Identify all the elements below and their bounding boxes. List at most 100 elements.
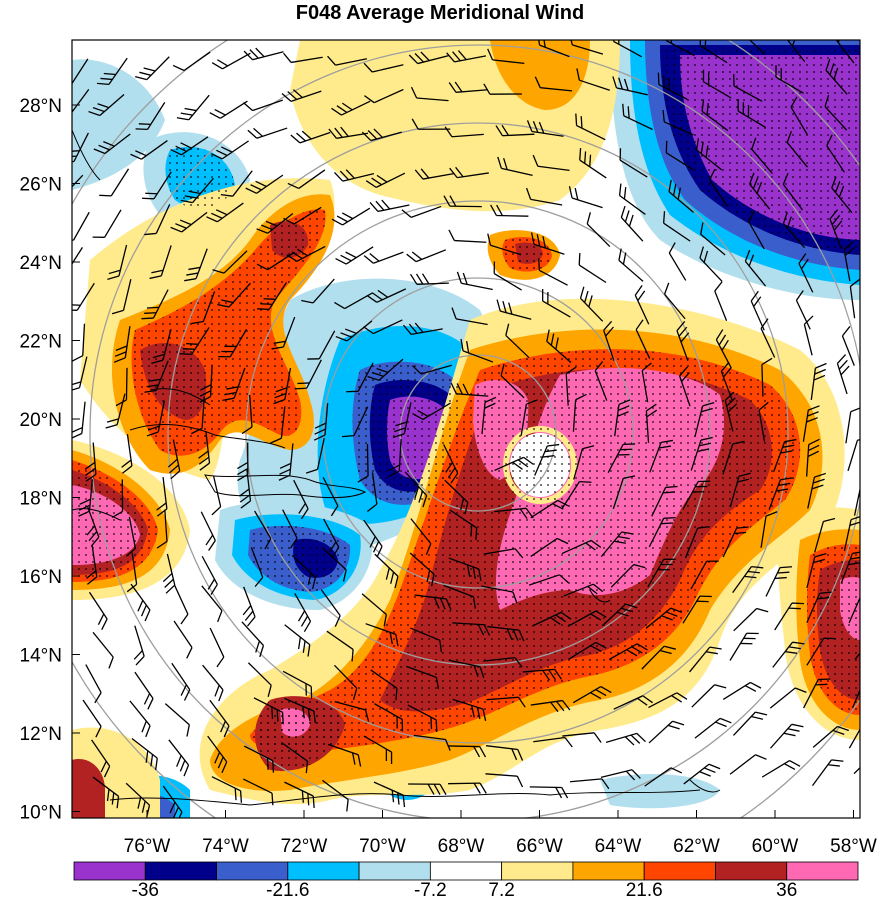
wind-barb — [327, 743, 362, 767]
wind-barb — [411, 364, 452, 375]
latitude-axis: 28°N 26°N 24°N 22°N 20°N 18°N 16°N 14°N 12°N 10°N — [20, 96, 80, 824]
map-title: F048 Average Meridional Wind — [295, 2, 585, 24]
wind-barb — [729, 632, 759, 661]
wind-barb — [774, 602, 805, 631]
wind-barb — [641, 645, 676, 670]
wind-barb — [645, 607, 683, 629]
wind-barb — [247, 662, 272, 697]
wind-barb — [141, 289, 169, 320]
wind-barb — [408, 51, 449, 65]
wind-barb — [72, 323, 86, 362]
lat-tick-label: 12°N — [20, 724, 62, 745]
wind-barb — [82, 699, 102, 738]
wind-barb — [798, 253, 814, 293]
wind-barb — [107, 244, 128, 281]
wind-barb — [702, 69, 732, 99]
wind-barb — [105, 393, 126, 429]
wind-barb — [854, 652, 860, 660]
lat-tick-label: 16°N — [20, 567, 62, 588]
wind-barb — [346, 362, 374, 393]
wind-barb — [86, 506, 100, 547]
wind-barb — [284, 624, 311, 657]
wind-barb — [220, 170, 253, 197]
wind-barb — [634, 285, 650, 325]
wind-barb — [534, 76, 573, 92]
wind-barb — [496, 299, 532, 320]
colorbar-swatch — [358, 861, 431, 881]
wind-barb — [173, 584, 189, 625]
wind-barb — [647, 558, 676, 588]
wind-barb — [164, 703, 190, 737]
wind-barb — [831, 176, 853, 214]
wind-barb — [722, 526, 749, 558]
wind-barb — [307, 330, 336, 360]
wind-barb — [206, 202, 244, 223]
wind-barb — [768, 477, 793, 510]
wind-barb — [322, 477, 339, 517]
wind-barb — [85, 664, 102, 704]
wind-barb — [448, 229, 487, 243]
wind-barb — [494, 456, 534, 472]
wind-barb — [111, 479, 124, 519]
wind-barb — [130, 583, 151, 622]
wind-barb — [72, 401, 86, 439]
wind-barb — [481, 585, 518, 604]
wind-barb — [836, 354, 850, 395]
wind-barb — [363, 319, 403, 335]
wind-barb — [72, 211, 90, 241]
wind-barb — [301, 278, 335, 304]
wind-barb — [487, 48, 525, 65]
wind-barb — [242, 586, 256, 627]
wind-barb — [495, 124, 535, 137]
colorbar-tick-label: -7.2 — [414, 880, 447, 900]
wind-barb — [618, 183, 646, 215]
wind-barb — [765, 566, 793, 597]
lon-tick-label: 60°W — [752, 836, 799, 857]
wind-barb — [775, 65, 804, 94]
wind-barb — [691, 684, 727, 708]
wind-barb — [600, 769, 641, 781]
wind-barb — [603, 320, 615, 361]
wind-barb — [684, 525, 710, 559]
wind-barb — [366, 288, 407, 303]
wind-barb — [651, 485, 678, 517]
wind-barb — [201, 555, 218, 595]
wind-barb — [212, 250, 248, 274]
wind-barb — [751, 137, 773, 175]
wind-barb — [531, 611, 572, 627]
colorbar-tick-label: 36 — [776, 880, 797, 900]
wind-barb — [270, 406, 286, 444]
wind-barb — [811, 759, 844, 787]
wind-barb — [561, 481, 592, 509]
wind-barb — [217, 282, 251, 308]
wind-barb — [806, 637, 836, 666]
wind-barb — [135, 102, 166, 131]
wind-barb — [806, 591, 832, 623]
lat-tick-label: 18°N — [20, 489, 62, 510]
wind-barb — [365, 172, 406, 188]
colorbar-swatch — [501, 861, 574, 881]
wind-barb — [149, 245, 172, 280]
wind-barb — [613, 695, 653, 710]
wind-barb — [676, 321, 690, 361]
wind-barb — [689, 646, 722, 673]
wind-barb — [761, 357, 773, 397]
wind-barb — [179, 327, 210, 355]
lat-tick-label: 22°N — [20, 332, 62, 353]
wind-barb — [657, 72, 688, 100]
colorbar-swatch — [73, 861, 146, 881]
wind-barb — [847, 439, 860, 472]
wind-barb — [749, 172, 771, 210]
wind-barb — [690, 560, 719, 590]
wind-barb — [542, 289, 571, 318]
wind-barb — [786, 130, 808, 168]
wind-barb — [694, 717, 732, 739]
wind-barb — [563, 583, 604, 597]
lat-tick-label: 10°N — [20, 803, 62, 824]
wind-barb — [663, 211, 691, 242]
wind-barb — [678, 366, 691, 407]
wind-barb — [111, 279, 132, 315]
wind-barb — [575, 113, 606, 141]
wind-barb — [184, 248, 208, 282]
wind-barb — [696, 138, 723, 171]
